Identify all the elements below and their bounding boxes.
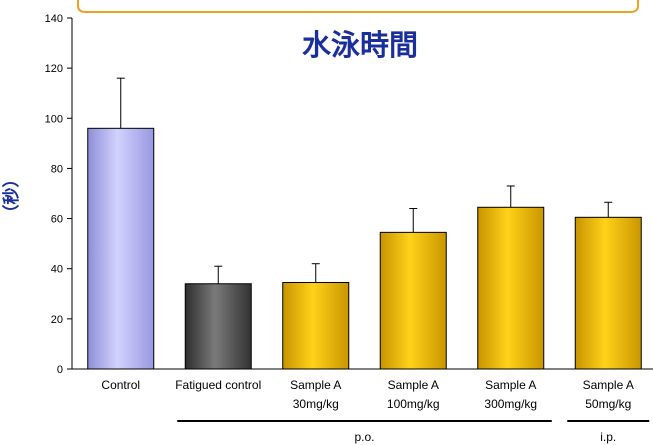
y-tick-label: 60 bbox=[51, 214, 63, 226]
x-tick-label: Sample A bbox=[290, 378, 341, 392]
group-label: p.o. bbox=[354, 430, 374, 444]
chart-title: 水泳時間 bbox=[302, 28, 418, 62]
y-tick-label: 40 bbox=[51, 264, 63, 276]
bar bbox=[282, 282, 350, 370]
x-tick-label: Sample A bbox=[583, 378, 634, 392]
bar bbox=[379, 231, 447, 370]
x-tick-sublabel: 30mg/kg bbox=[293, 397, 339, 411]
error-bars bbox=[116, 77, 613, 284]
x-tick-label: Sample A bbox=[485, 378, 536, 392]
y-ticks: 0 20 40 60 80 100 120 140 bbox=[45, 13, 72, 376]
group-label: i.p. bbox=[600, 430, 616, 444]
bar bbox=[184, 283, 252, 370]
x-tick-sublabel: 100mg/kg bbox=[387, 397, 440, 411]
x-tick-sublabel: 50mg/kg bbox=[585, 397, 631, 411]
x-tick-labels: Control Fatigued control Sample A 30mg/kg Sa… bbox=[101, 378, 634, 411]
bar bbox=[574, 216, 642, 370]
y-axis-label: （秒） bbox=[1, 171, 22, 222]
x-tick-label: Sample A bbox=[388, 378, 439, 392]
y-tick-label: 140 bbox=[45, 13, 63, 25]
bar bbox=[87, 127, 155, 370]
x-tick-sublabel: 300mg/kg bbox=[484, 397, 537, 411]
frame-decoration bbox=[77, 0, 639, 13]
y-tick-label: 100 bbox=[45, 113, 63, 125]
y-tick-label: 80 bbox=[51, 163, 63, 175]
y-tick-label: 0 bbox=[57, 364, 63, 376]
y-tick-label: 20 bbox=[51, 314, 63, 326]
x-tick-label: Control bbox=[101, 378, 140, 392]
bar bbox=[477, 206, 545, 370]
group-brackets: p.o. i.p. bbox=[177, 420, 650, 444]
y-tick-label: 120 bbox=[45, 63, 63, 75]
x-tick-label: Fatigued control bbox=[175, 378, 261, 392]
bars bbox=[87, 127, 642, 370]
